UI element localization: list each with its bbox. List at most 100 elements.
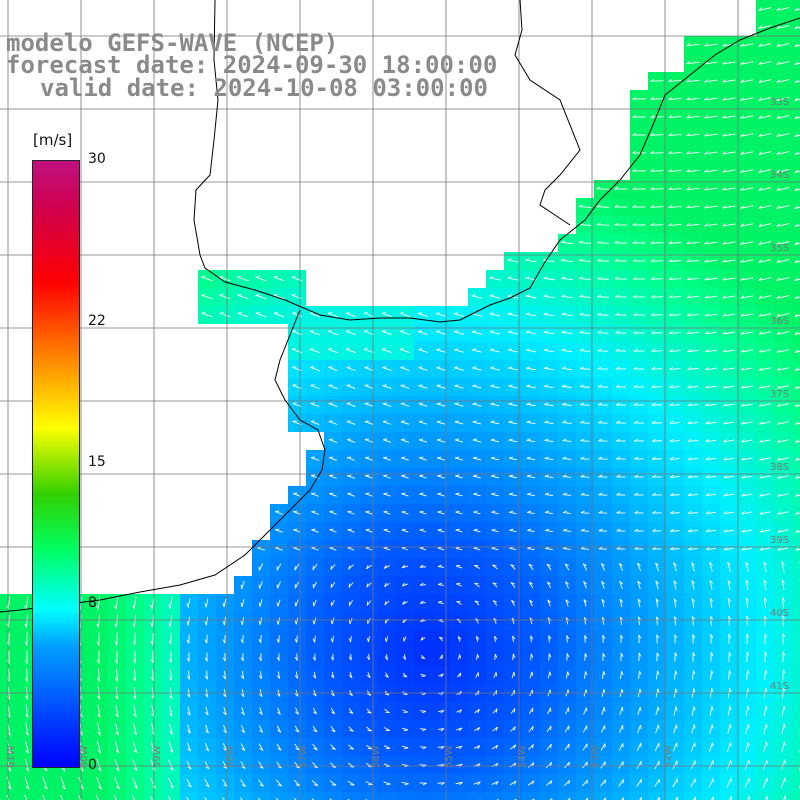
wind-arrow-head <box>530 635 534 640</box>
wind-arrow <box>579 350 591 352</box>
wind-arrow-head <box>459 763 463 768</box>
wind-arrow <box>455 511 463 515</box>
wind-arrow-head <box>633 348 638 352</box>
wind-arrow-head <box>458 727 463 732</box>
wind-arrow-head <box>745 597 750 602</box>
wind-arrow <box>291 294 303 300</box>
wind-arrow-head <box>614 276 619 280</box>
wind-arrow-head <box>259 711 263 715</box>
wind-arrow-head <box>728 615 732 620</box>
wind-arrow-head <box>639 706 642 711</box>
wind-arrow <box>382 439 392 443</box>
wind-arrow-head <box>550 744 552 749</box>
wind-arrow <box>526 349 536 353</box>
wind-arrow <box>686 187 700 191</box>
wind-arrow-head <box>382 402 387 405</box>
wind-arrow-head <box>346 384 351 386</box>
wind-arrow-head <box>436 402 441 405</box>
wind-arrow-head <box>758 79 763 83</box>
wind-arrow <box>579 278 591 280</box>
wind-arrow-head <box>473 528 478 531</box>
wind-arrow-head <box>366 637 369 643</box>
wind-arrow <box>330 581 336 589</box>
wind-arrow <box>582 725 588 733</box>
wind-arrow-head <box>781 561 785 566</box>
wind-arrow-head <box>472 456 478 459</box>
wind-arrow-head <box>509 528 514 531</box>
wind-arrow-head <box>313 784 318 786</box>
wind-arrow <box>727 706 731 716</box>
wind-arrow-head <box>675 706 678 711</box>
wind-arrow-head <box>401 474 406 477</box>
wind-arrow <box>8 614 10 628</box>
wind-arrow-head <box>562 510 567 513</box>
wind-arrow <box>240 761 246 769</box>
wind-arrow <box>310 384 320 390</box>
wind-arrow-head <box>401 510 406 513</box>
wind-arrow-head <box>383 474 388 477</box>
wind-arrow <box>219 312 231 318</box>
wind-arrow-head <box>331 711 335 715</box>
wind-arrow-head <box>747 723 750 729</box>
wind-arrow <box>705 475 717 479</box>
wind-arrow-head <box>776 385 781 389</box>
wind-arrow <box>776 187 790 191</box>
wind-arrow-head <box>532 726 534 731</box>
wind-arrow-head <box>513 780 517 785</box>
wind-arrow <box>455 727 463 731</box>
wind-arrow <box>794 170 800 174</box>
wind-arrow <box>276 743 282 751</box>
wind-arrow-head <box>615 366 620 370</box>
wind-arrow-head <box>420 657 425 660</box>
wind-arrow <box>490 349 500 353</box>
wind-arrow-head <box>277 711 281 715</box>
wind-arrow <box>328 457 338 461</box>
wind-arrow <box>491 475 499 479</box>
wind-arrow-head <box>331 766 336 768</box>
wind-arrow-head <box>43 768 48 772</box>
wind-arrow <box>311 529 319 533</box>
wind-arrow <box>583 581 587 589</box>
wind-cell <box>324 792 342 800</box>
wind-arrow-head <box>704 259 709 263</box>
wind-arrow <box>651 296 663 298</box>
wind-arrow-head <box>673 598 678 603</box>
wind-arrow <box>492 708 498 714</box>
wind-arrow-head <box>740 169 745 173</box>
wind-arrow-head <box>562 528 568 532</box>
wind-arrow <box>453 313 465 317</box>
wind-arrow-head <box>549 671 552 676</box>
wind-arrow-head <box>794 7 798 12</box>
wind-arrow <box>436 331 446 335</box>
wind-arrow-head <box>259 747 264 751</box>
wind-arrow <box>222 742 228 752</box>
wind-arrow-head <box>759 457 763 461</box>
wind-arrow-head <box>686 259 691 263</box>
wind-arrow-head <box>632 204 637 208</box>
wind-arrow-head <box>583 581 587 585</box>
wind-arrow-head <box>330 638 334 643</box>
wind-arrow-head <box>222 657 226 662</box>
wind-arrow-head <box>730 742 732 747</box>
wind-arrow <box>544 403 554 407</box>
wind-arrow-head <box>97 750 102 754</box>
wind-arrow-head <box>638 616 642 621</box>
wind-arrow-head <box>668 168 673 172</box>
wind-arrow <box>780 759 786 771</box>
wind-arrow-head <box>292 384 297 386</box>
wind-arrow <box>704 295 718 299</box>
wind-arrow <box>187 598 191 608</box>
wind-arrow-head <box>794 259 798 264</box>
wind-arrow <box>759 529 771 533</box>
wind-arrow-head <box>704 205 709 209</box>
wind-arrow <box>740 241 754 245</box>
wind-arrow <box>78 794 82 800</box>
wind-arrow-head <box>255 294 260 296</box>
wind-arrow <box>365 457 373 461</box>
wind-arrow <box>654 778 660 788</box>
wind-arrow <box>187 706 191 716</box>
wind-arrow-head <box>25 731 29 736</box>
wind-arrow-head <box>363 348 368 350</box>
wind-arrow-head <box>98 786 102 790</box>
wind-arrow-head <box>650 276 655 280</box>
